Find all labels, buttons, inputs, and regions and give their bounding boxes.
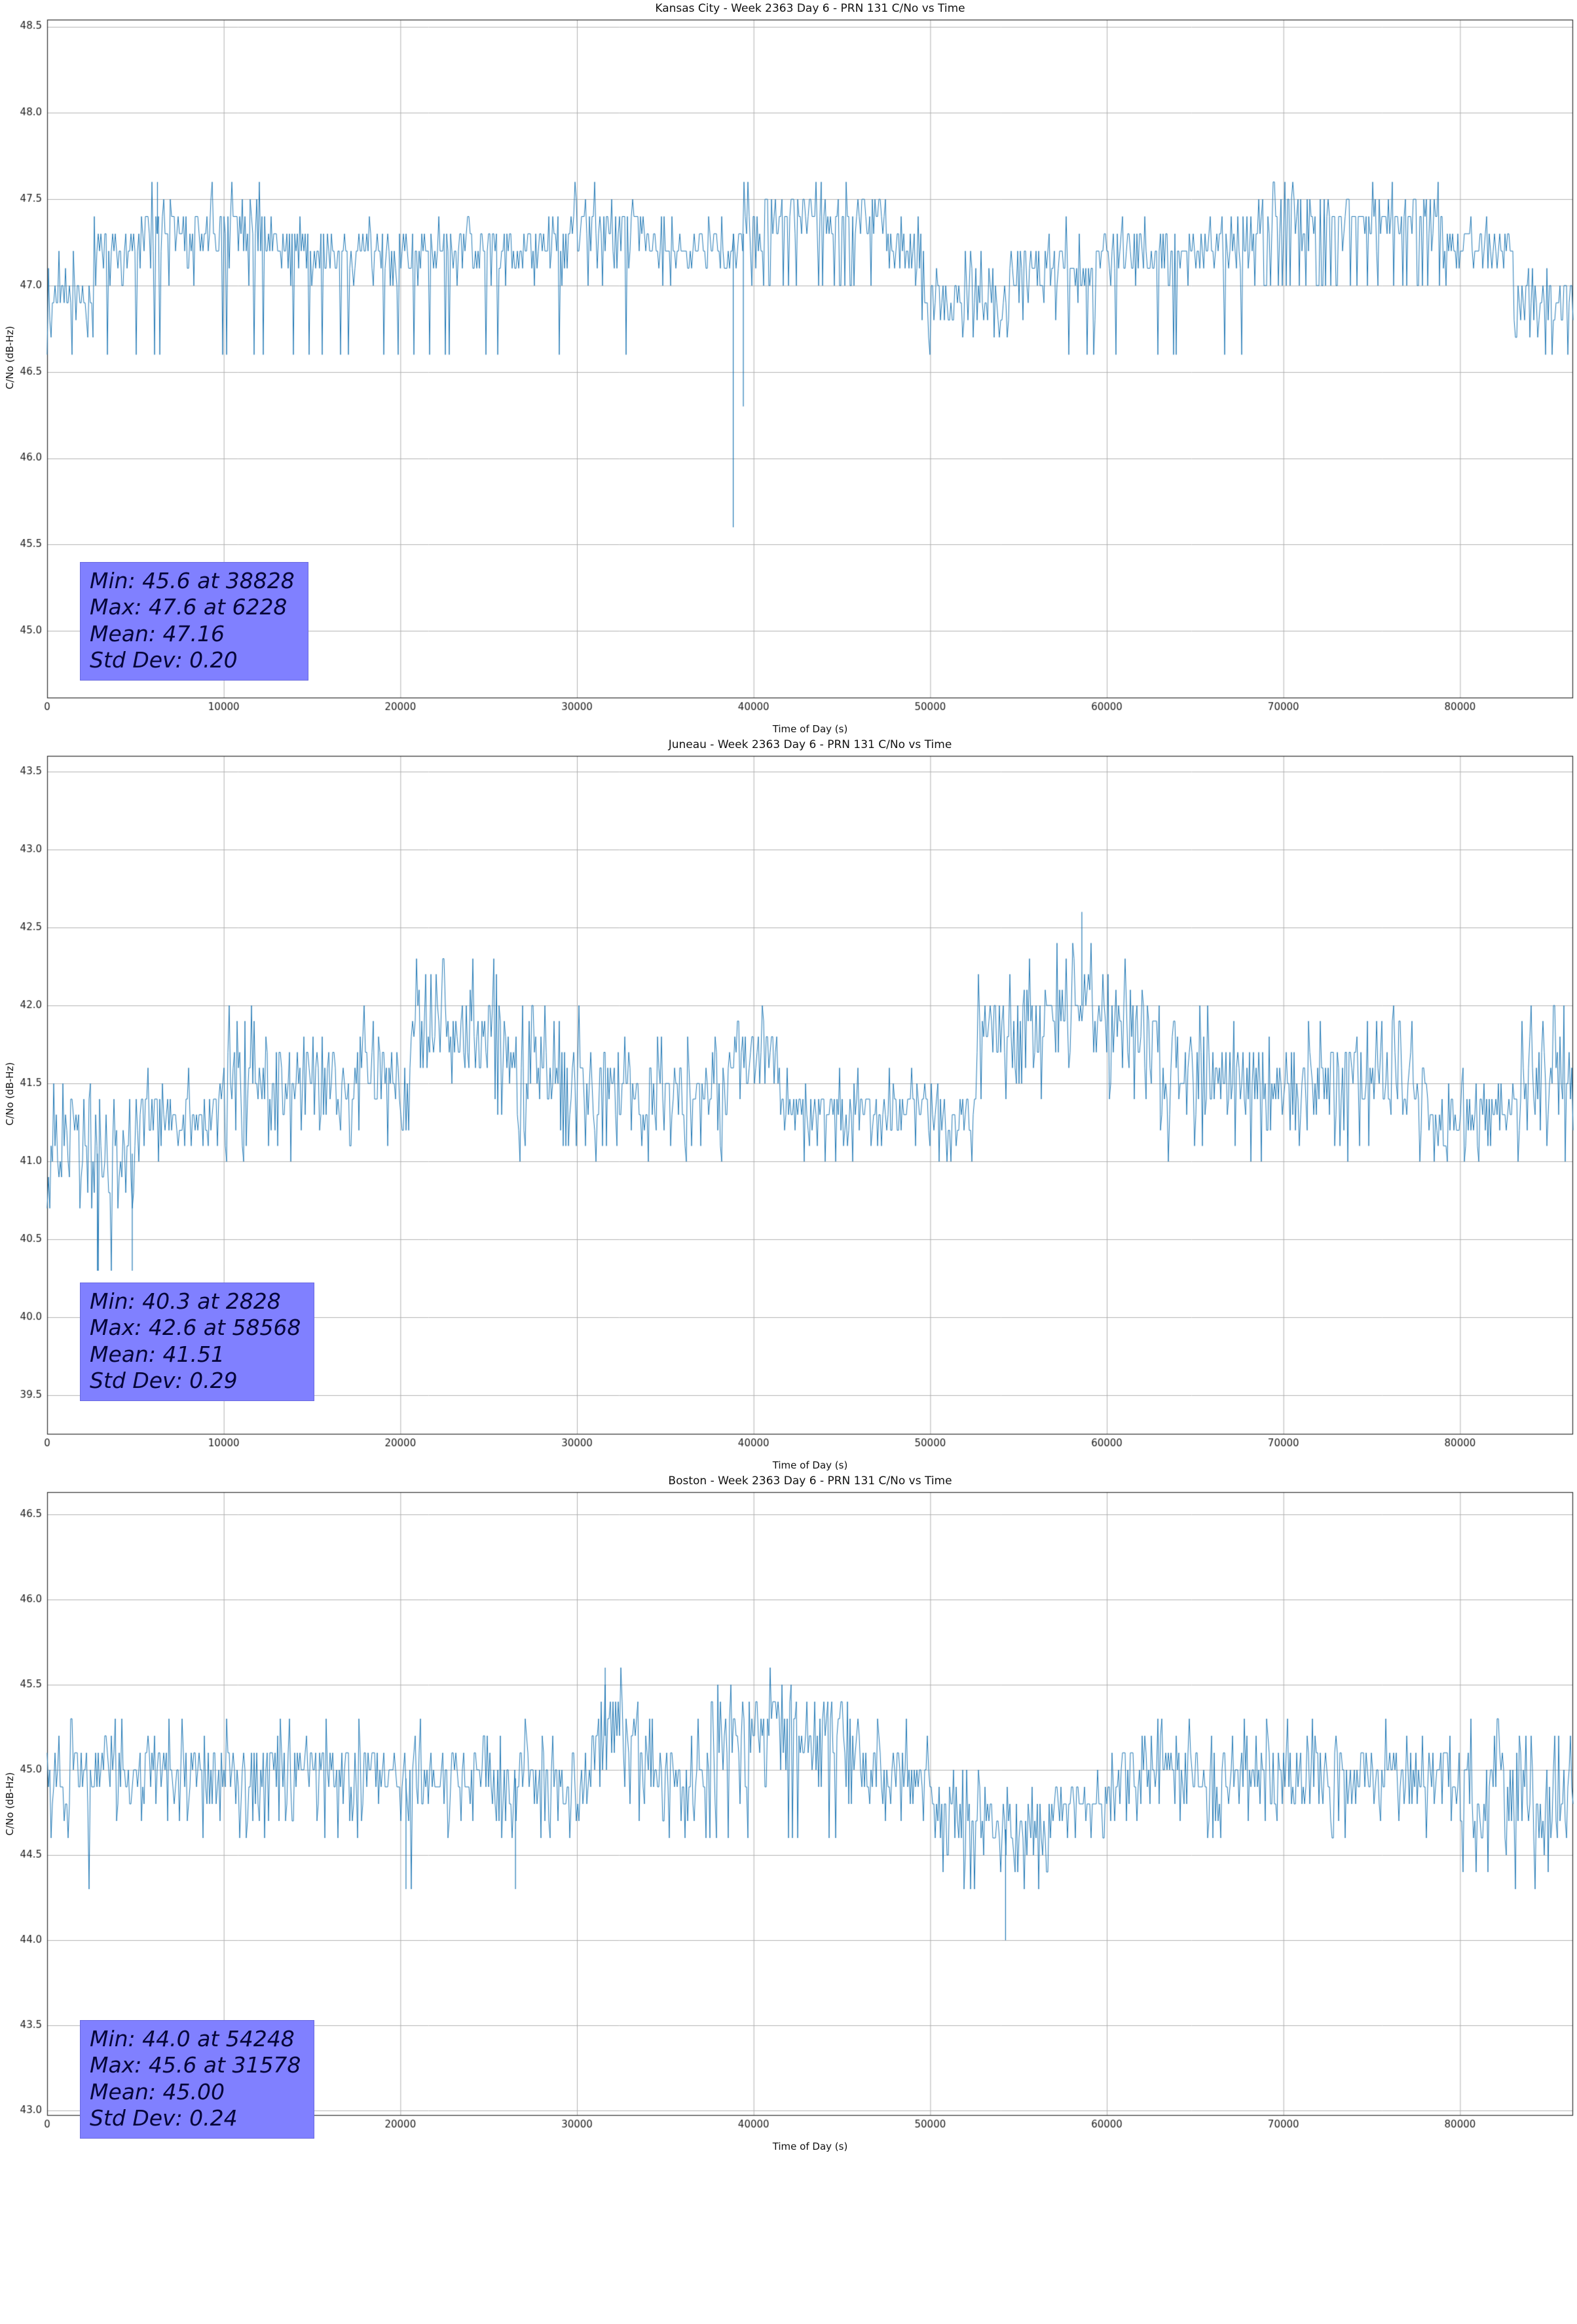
y-axis-label-boston: C/No (dB-Hz) bbox=[4, 1772, 16, 1836]
stat-mean: Mean: 45.00 bbox=[90, 2078, 225, 2105]
stat-min: Min: 40.3 at 2828 bbox=[90, 1288, 281, 1314]
chart-title-boston: Boston - Week 2363 Day 6 - PRN 131 C/No … bbox=[668, 1474, 952, 1488]
stat-stddev: Std Dev: 0.20 bbox=[90, 647, 238, 673]
stat-max: Max: 47.6 at 6228 bbox=[90, 594, 288, 620]
figure-kansas-city: Kansas City - Week 2363 Day 6 - PRN 131 … bbox=[0, 0, 1577, 736]
chart-title-kansas-city: Kansas City - Week 2363 Day 6 - PRN 131 … bbox=[655, 2, 965, 15]
stat-mean: Mean: 47.16 bbox=[90, 620, 225, 647]
stat-mean: Mean: 41.51 bbox=[90, 1341, 225, 1367]
stats-annotation-juneau: Min: 40.3 at 2828 Max: 42.6 at 58568 Mea… bbox=[80, 1283, 315, 1401]
figure-boston: Boston - Week 2363 Day 6 - PRN 131 C/No … bbox=[0, 1472, 1577, 2154]
stat-stddev: Std Dev: 0.24 bbox=[90, 2105, 238, 2131]
stat-max: Max: 45.6 at 31578 bbox=[90, 2052, 301, 2078]
y-axis-label-kansas-city: C/No (dB-Hz) bbox=[4, 326, 16, 390]
figure-juneau: Juneau - Week 2363 Day 6 - PRN 131 C/No … bbox=[0, 736, 1577, 1472]
stat-stddev: Std Dev: 0.29 bbox=[90, 1367, 238, 1393]
stats-annotation-kansas-city: Min: 45.6 at 38828 Max: 47.6 at 6228 Mea… bbox=[80, 562, 308, 681]
stat-min: Min: 45.6 at 38828 bbox=[90, 568, 295, 593]
stats-annotation-boston: Min: 44.0 at 54248 Max: 45.6 at 31578 Me… bbox=[80, 2020, 315, 2139]
stat-min: Min: 44.0 at 54248 bbox=[90, 2026, 295, 2052]
y-axis-label-juneau: C/No (dB-Hz) bbox=[4, 1062, 16, 1126]
chart-title-juneau: Juneau - Week 2363 Day 6 - PRN 131 C/No … bbox=[668, 738, 952, 751]
stat-max: Max: 42.6 at 58568 bbox=[90, 1315, 301, 1341]
